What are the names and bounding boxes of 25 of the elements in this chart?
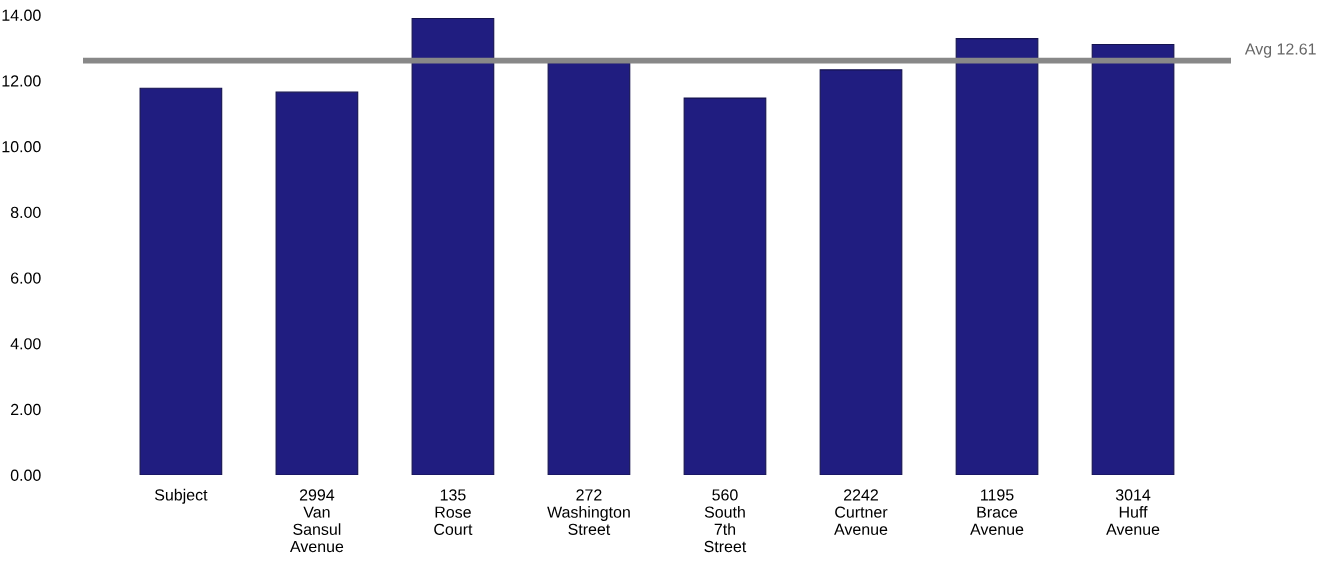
ref-line-label: Avg 12.61 <box>1244 43 1316 58</box>
y-tick-label: 4.00 <box>10 338 41 350</box>
x-tick-label: 135 Rose Court <box>434 489 473 535</box>
x-tick-label: 2242 Curtner Avenue <box>834 489 888 535</box>
bar <box>139 87 223 475</box>
x-tick-label: 272 Washington Street <box>547 489 630 535</box>
y-tick-label: 0.00 <box>10 469 41 481</box>
y-tick-label: 2.00 <box>11 403 41 416</box>
x-tick-label: Subject <box>154 488 208 504</box>
y-tick-label: 14.00 <box>2 9 41 21</box>
y-tick-label: 8.00 <box>10 206 41 219</box>
bar <box>275 91 359 475</box>
y-tick-label: 12.00 <box>2 75 41 87</box>
bar <box>1091 43 1175 475</box>
bar <box>819 69 903 475</box>
x-tick-label: 1195 Brace Avenue <box>970 489 1024 535</box>
x-tick-label: 2994 Van Sansul Avenue <box>290 489 344 553</box>
x-tick-label: 560 South 7th Street <box>704 489 747 553</box>
y-tick-label: 6.00 <box>11 272 41 284</box>
x-tick-label: 3014 Huff Avenue <box>1106 489 1160 535</box>
bar <box>411 18 495 475</box>
bar <box>547 62 631 475</box>
bar <box>683 97 767 475</box>
y-tick-label: 10.00 <box>2 141 41 153</box>
bar <box>955 38 1039 475</box>
